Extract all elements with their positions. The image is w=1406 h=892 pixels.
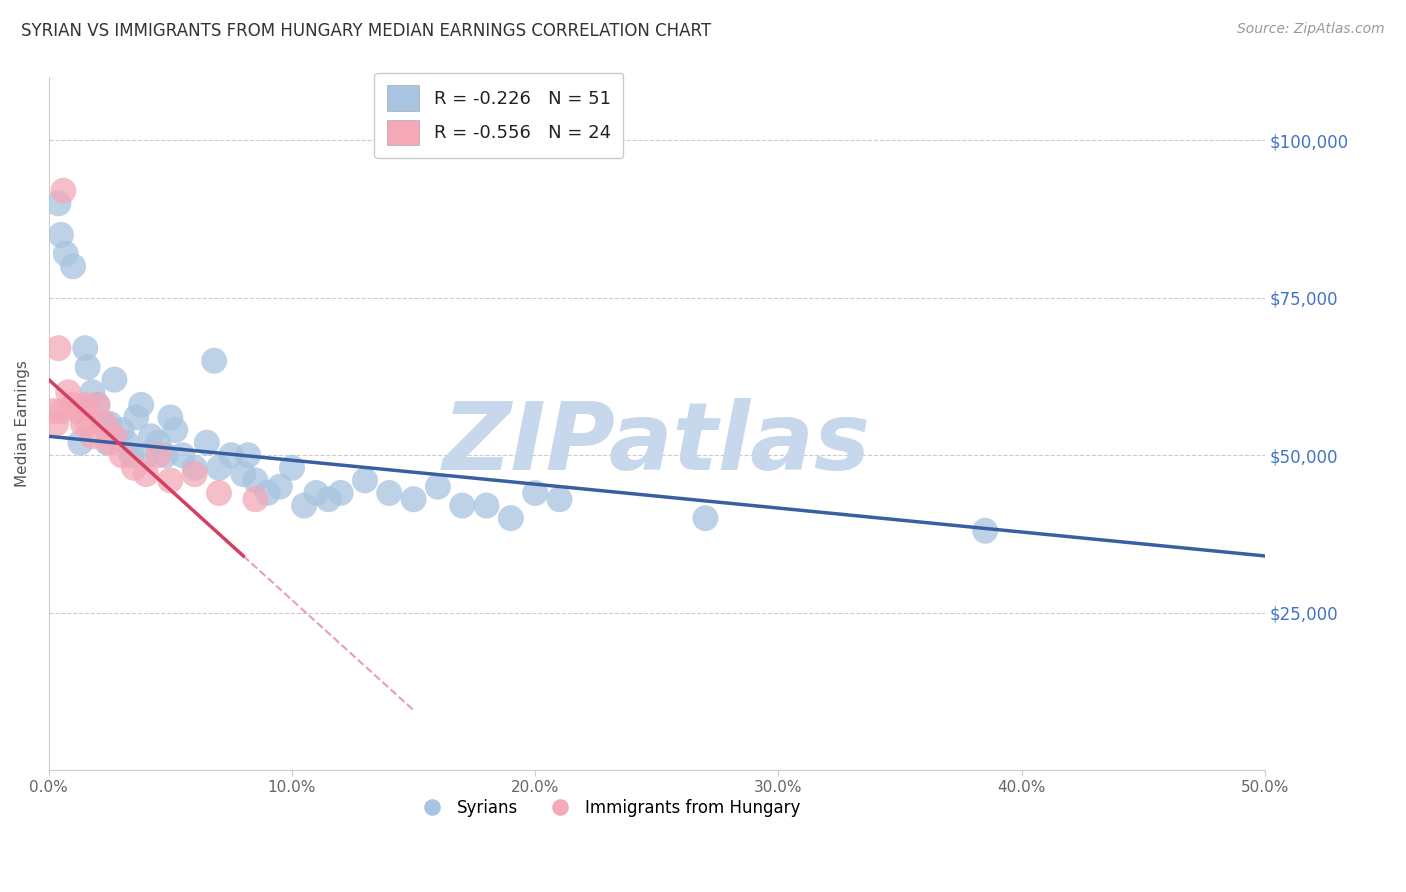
Text: ZIPatlas: ZIPatlas [443,399,870,491]
Point [111,423,134,437]
Point [111,448,134,462]
Point [93,417,115,431]
Text: Source: ZipAtlas.com: Source: ZipAtlas.com [1237,22,1385,37]
Point [695,511,717,525]
Point [98,417,121,431]
Point [49,404,72,418]
Point [48,341,70,355]
Point [354,474,377,488]
Point [245,492,267,507]
Point [524,486,547,500]
Point [475,499,498,513]
Point [122,460,145,475]
Point [318,492,340,507]
Point [269,480,291,494]
Point [75,398,97,412]
Point [195,435,218,450]
Point [159,410,181,425]
Point [135,448,157,462]
Point [76,417,98,431]
Point [281,460,304,475]
Point [499,511,522,525]
Point [245,474,267,488]
Point [82,429,104,443]
Point [451,499,474,513]
Point [96,435,118,450]
Point [82,385,104,400]
Text: SYRIAN VS IMMIGRANTS FROM HUNGARY MEDIAN EARNINGS CORRELATION CHART: SYRIAN VS IMMIGRANTS FROM HUNGARY MEDIAN… [21,22,711,40]
Point [76,359,98,374]
Point [125,410,148,425]
Point [402,492,425,507]
Point [115,435,138,450]
Point [66,404,89,418]
Point [72,417,94,431]
Point [165,423,187,437]
Point [172,448,194,462]
Point [208,486,231,500]
Point [42,404,65,418]
Point [183,460,205,475]
Point [148,448,170,462]
Point [148,435,170,450]
Point [159,474,181,488]
Point [55,246,77,260]
Point [52,184,75,198]
Point [305,486,328,500]
Point [103,429,125,443]
Point [426,480,449,494]
Point [548,492,571,507]
Point [49,227,72,242]
Point [208,460,231,475]
Point [129,398,152,412]
Point [329,486,352,500]
Point [202,353,225,368]
Point [45,417,67,431]
Point [86,398,108,412]
Point [98,435,121,450]
Point [75,341,97,355]
Legend: Syrians, Immigrants from Hungary: Syrians, Immigrants from Hungary [409,793,807,824]
Point [62,398,84,412]
Point [48,196,70,211]
Point [62,260,84,274]
Point [219,448,242,462]
Point [91,417,114,431]
Point [120,448,142,462]
Point [69,435,91,450]
Point [238,448,260,462]
Point [135,467,157,481]
Point [155,448,177,462]
Point [256,486,278,500]
Point [86,398,108,412]
Point [232,467,254,481]
Point [58,385,80,400]
Point [103,373,125,387]
Point [378,486,401,500]
Point [292,499,315,513]
Point [183,467,205,481]
Y-axis label: Median Earnings: Median Earnings [15,360,30,487]
Point [974,524,997,538]
Point [139,429,162,443]
